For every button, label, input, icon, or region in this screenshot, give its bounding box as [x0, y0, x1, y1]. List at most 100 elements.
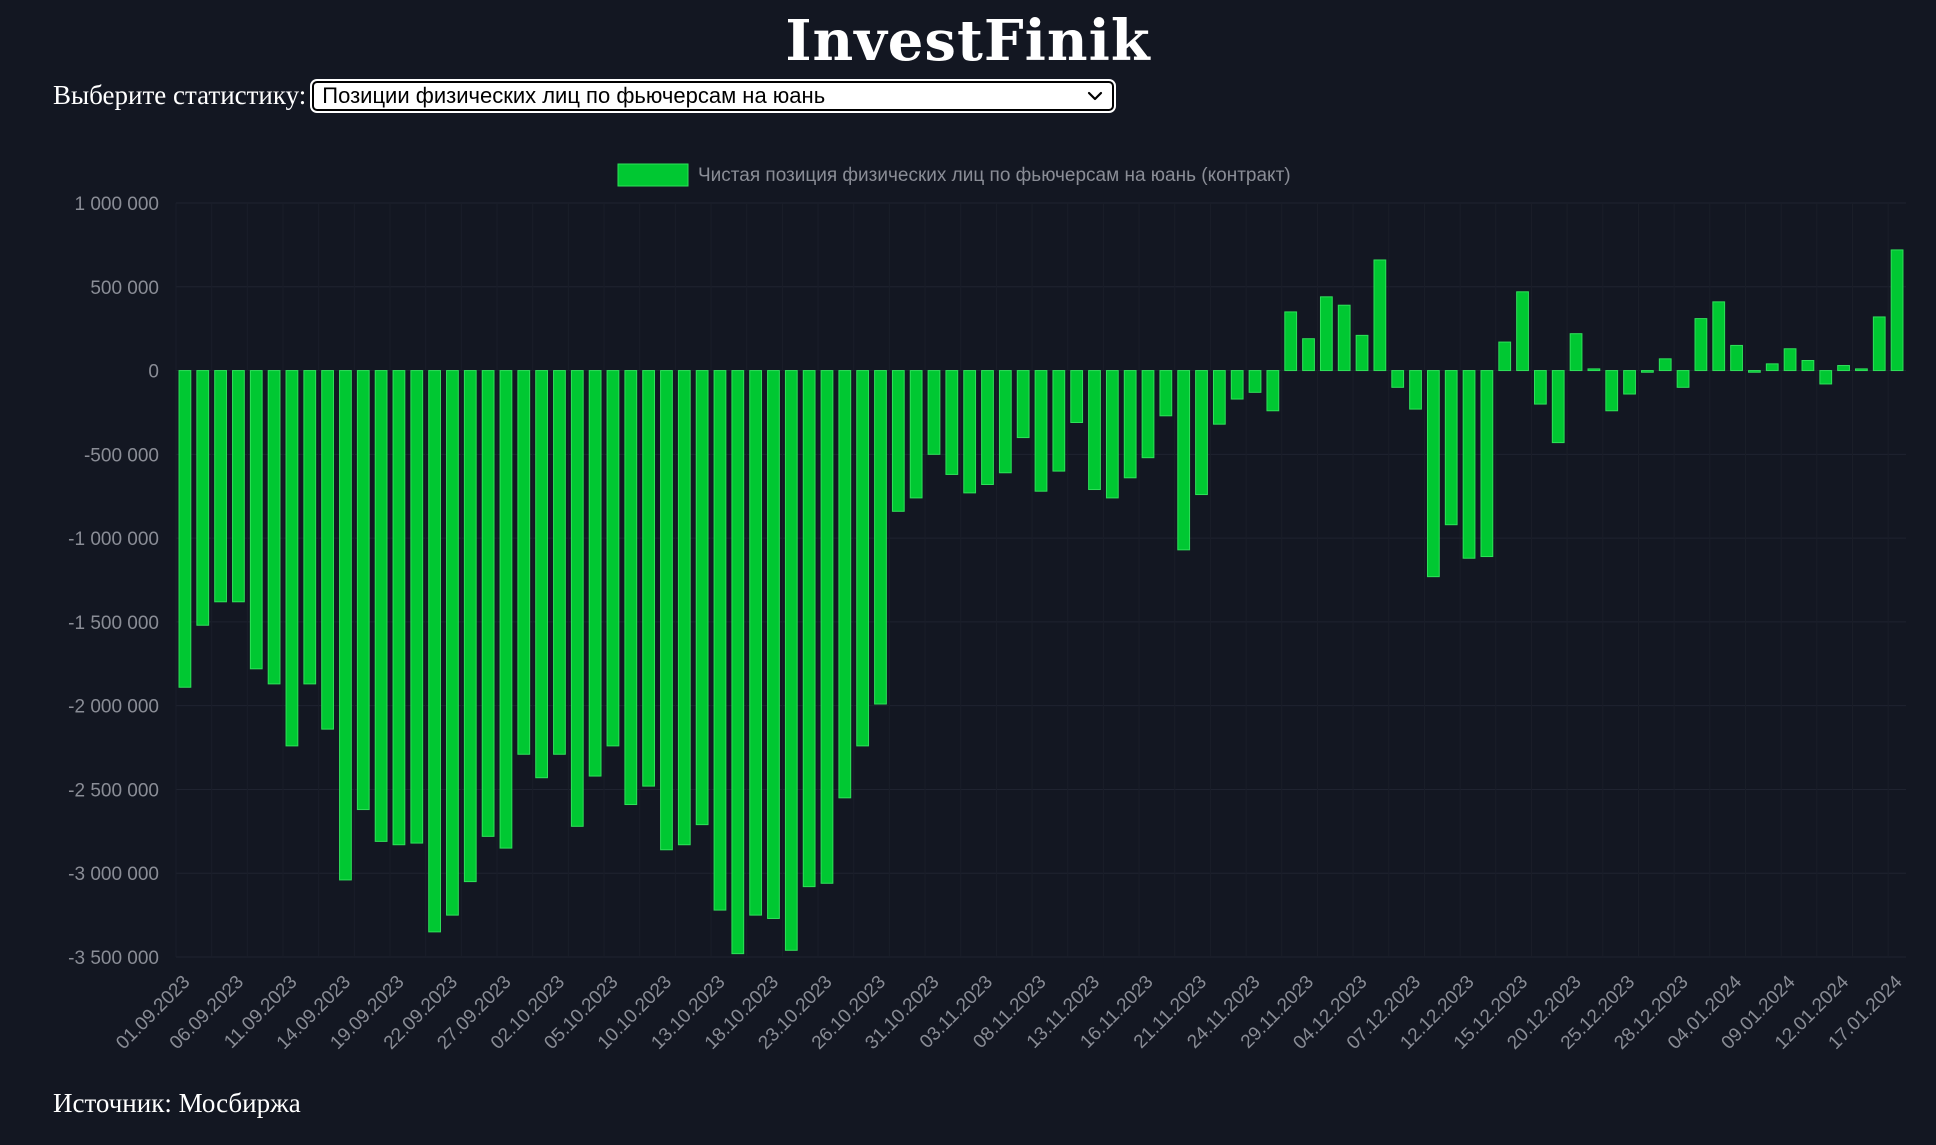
bar[interactable] [1016, 370, 1030, 439]
bar[interactable] [1284, 311, 1298, 372]
bar[interactable] [1373, 259, 1387, 372]
bar[interactable] [1141, 370, 1155, 459]
bar[interactable] [1195, 370, 1208, 496]
bar[interactable] [695, 370, 709, 826]
bar[interactable] [1516, 291, 1529, 372]
bar[interactable] [1266, 370, 1280, 412]
bar[interactable] [1712, 301, 1726, 372]
bar[interactable] [1748, 370, 1761, 373]
bar[interactable] [1034, 370, 1048, 492]
bar[interactable] [1052, 370, 1066, 472]
bar[interactable] [303, 370, 317, 685]
bar[interactable] [463, 370, 477, 883]
bar[interactable] [767, 370, 780, 919]
bar[interactable] [1658, 358, 1672, 372]
bar[interactable] [428, 370, 441, 933]
legend[interactable]: Чистая позиция физических лиц по фьючерс… [617, 163, 1291, 187]
bar[interactable] [499, 370, 513, 849]
bar[interactable] [1623, 370, 1636, 395]
bar[interactable] [196, 370, 210, 626]
bar[interactable] [446, 370, 459, 916]
bar[interactable] [1230, 370, 1244, 400]
bar[interactable] [660, 370, 673, 851]
bar[interactable] [838, 370, 852, 799]
bar[interactable] [856, 370, 870, 747]
bar[interactable] [874, 370, 887, 705]
bar[interactable] [267, 370, 281, 685]
bar[interactable] [553, 370, 566, 755]
bar[interactable] [1088, 370, 1101, 491]
bar[interactable] [1177, 370, 1191, 551]
bar[interactable] [1801, 360, 1815, 372]
bar[interactable] [1070, 370, 1084, 423]
bar[interactable] [1855, 368, 1868, 372]
bar[interactable] [749, 370, 763, 916]
bar[interactable] [1337, 304, 1351, 372]
bar[interactable] [517, 370, 531, 755]
bar[interactable] [570, 370, 584, 827]
bar[interactable] [945, 370, 959, 475]
bar[interactable] [1105, 370, 1119, 499]
bar[interactable] [1498, 341, 1512, 372]
bar[interactable] [784, 370, 798, 951]
bar[interactable] [285, 370, 299, 747]
bar[interactable] [339, 370, 352, 881]
bar[interactable] [1783, 348, 1797, 372]
bar[interactable] [214, 370, 227, 603]
bar[interactable] [1409, 370, 1422, 410]
bar[interactable] [535, 370, 549, 779]
bar[interactable] [1444, 370, 1458, 526]
bar[interactable] [1426, 370, 1440, 578]
bar[interactable] [1569, 333, 1583, 372]
bar[interactable] [624, 370, 638, 806]
bar[interactable] [998, 370, 1012, 474]
bar[interactable] [1159, 370, 1173, 417]
bar[interactable] [891, 370, 905, 512]
bar[interactable] [1605, 370, 1619, 412]
bar[interactable] [588, 370, 602, 777]
bar[interactable] [1533, 370, 1547, 405]
bar[interactable] [802, 370, 816, 888]
bar[interactable] [321, 370, 334, 730]
bar[interactable] [1319, 296, 1333, 372]
bar[interactable] [642, 370, 656, 787]
y-tick-label: -3 500 000 [68, 948, 159, 969]
bar[interactable] [1765, 363, 1779, 372]
bar[interactable] [1819, 370, 1833, 385]
bar[interactable] [927, 370, 941, 455]
bar[interactable] [1872, 316, 1886, 372]
bar[interactable] [1641, 370, 1654, 373]
statistic-select[interactable]: Позиции физических лиц по фьючерсам на ю… [310, 78, 1117, 113]
bar[interactable] [963, 370, 977, 494]
bar[interactable] [820, 370, 834, 884]
bar[interactable] [1391, 370, 1405, 388]
bar[interactable] [178, 370, 192, 688]
bar[interactable] [1480, 370, 1494, 558]
bar[interactable] [481, 370, 495, 837]
bar[interactable] [1462, 370, 1476, 559]
bar[interactable] [1123, 370, 1137, 479]
bar[interactable] [1694, 318, 1708, 372]
bar[interactable] [981, 370, 994, 485]
bar[interactable] [677, 370, 691, 846]
bar[interactable] [1212, 370, 1226, 425]
bar[interactable] [606, 370, 620, 747]
bar[interactable] [1730, 344, 1743, 372]
bar[interactable] [1355, 334, 1369, 372]
bar[interactable] [1551, 370, 1565, 444]
bar[interactable] [1890, 249, 1904, 372]
bar[interactable] [1587, 368, 1601, 372]
bar[interactable] [1676, 370, 1690, 388]
bar[interactable] [356, 370, 370, 811]
bar[interactable] [374, 370, 388, 842]
bar[interactable] [909, 370, 923, 499]
bar[interactable] [249, 370, 263, 670]
bar[interactable] [1837, 365, 1850, 372]
bar[interactable] [232, 370, 245, 603]
bar[interactable] [410, 370, 424, 844]
bar[interactable] [713, 370, 727, 911]
bar[interactable] [1248, 370, 1262, 393]
bar[interactable] [731, 370, 745, 955]
bar[interactable] [1302, 338, 1315, 372]
bar[interactable] [392, 370, 406, 846]
